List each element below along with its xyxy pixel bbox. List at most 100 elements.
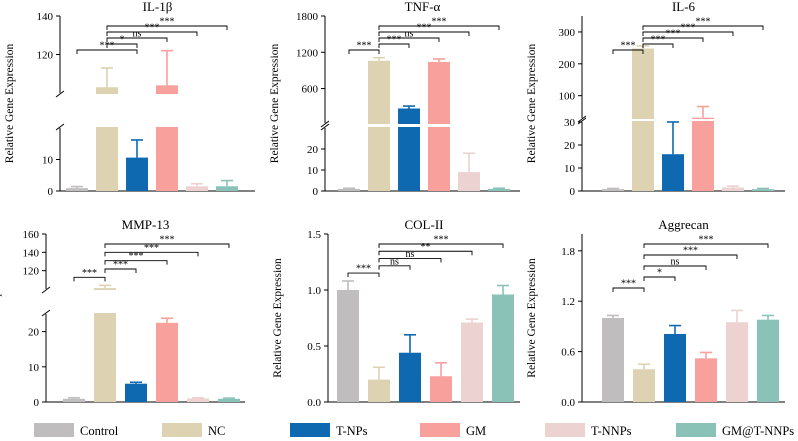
chart-title: TNF-α xyxy=(405,0,441,14)
significance-bracket: *** xyxy=(642,23,734,36)
significance-bracket: *** xyxy=(378,17,500,30)
significance-bracket: *** xyxy=(104,243,199,257)
bar xyxy=(63,398,85,402)
significance-label: ns xyxy=(133,29,142,40)
significance-label: *** xyxy=(82,268,97,279)
significance-label: *** xyxy=(387,35,402,46)
bracket-line xyxy=(612,49,644,54)
significance-bracket: *** xyxy=(106,23,198,36)
y-tick-label: 10 xyxy=(42,155,54,167)
significance-label: *** xyxy=(160,235,175,246)
axis-break-gap xyxy=(155,94,179,127)
significance-label: *** xyxy=(432,17,447,28)
significance-bracket: ns xyxy=(378,249,442,263)
chart-title: COL-II xyxy=(405,217,444,232)
significance-bracket: *** xyxy=(106,17,228,30)
y-tick-label: 600 xyxy=(302,84,319,96)
bracket-line xyxy=(378,265,411,270)
significance-bracket: *** xyxy=(642,29,704,42)
y-axis-label: Relative Gene Expression xyxy=(526,44,538,164)
chart-title: MMP-13 xyxy=(122,217,170,232)
bar xyxy=(722,187,744,191)
y-tick-label: 30 xyxy=(564,117,576,129)
bracket-line xyxy=(106,43,138,48)
significance-bracket: *** xyxy=(612,41,644,54)
y-tick-label: 20 xyxy=(564,140,576,152)
bracket-line xyxy=(347,272,380,278)
significance-bracket: *** xyxy=(378,35,410,48)
y-tick-label: 0 xyxy=(313,186,319,198)
legend-swatch xyxy=(676,423,716,437)
bar xyxy=(94,288,116,402)
significance-bracket: *** xyxy=(348,41,380,54)
significance-label: * xyxy=(657,268,662,279)
y-tick-label: 0 xyxy=(570,186,576,198)
chart-panel: COL-II Relative Gene Expression 0.0 0.5 1.0 1… xyxy=(272,217,520,409)
axis-break-mark xyxy=(320,123,330,131)
bracket-line xyxy=(643,243,769,248)
y-tick-label: 0.0 xyxy=(307,397,321,409)
y-axis-label: Relative Gene Expression xyxy=(526,258,538,378)
y-tick-label: 140 xyxy=(37,11,54,23)
y-tick-label: 1.8 xyxy=(561,246,575,258)
y-tick-label: 1.5 xyxy=(307,229,321,241)
bracket-line xyxy=(73,276,106,282)
bar xyxy=(726,322,748,402)
y-tick-label: 0.6 xyxy=(561,347,575,359)
bar xyxy=(662,154,684,191)
significance-bracket: *** xyxy=(643,235,769,248)
axis-break-mark xyxy=(41,309,51,317)
significance-label: *** xyxy=(160,17,175,28)
significance-label: *** xyxy=(434,235,449,246)
bracket-line xyxy=(378,243,504,248)
bracket-line xyxy=(378,37,440,42)
bar xyxy=(186,186,208,191)
significance-label: *** xyxy=(621,279,636,290)
axis-break-mark xyxy=(577,117,587,125)
y-tick-label: 160 xyxy=(23,229,40,241)
significance-label: *** xyxy=(651,35,666,46)
legend-label: Control xyxy=(80,424,119,438)
significance-bracket: * xyxy=(106,35,138,48)
axis-break-gap xyxy=(631,119,655,121)
significance-bracket: ns xyxy=(378,29,440,42)
significance-label: ns xyxy=(390,256,399,267)
significance-bracket: *** xyxy=(104,260,137,273)
axis-break-gap xyxy=(691,119,715,121)
bar xyxy=(368,379,390,402)
bracket-line xyxy=(106,31,198,36)
bar xyxy=(399,352,421,402)
y-tick-label: 1.2 xyxy=(561,296,575,308)
bracket-line xyxy=(106,25,228,30)
bar xyxy=(216,186,238,191)
bracket-line xyxy=(104,268,137,273)
significance-bracket: *** xyxy=(643,246,738,259)
bar xyxy=(398,108,420,191)
significance-bracket: *** xyxy=(347,264,380,278)
significance-bracket: *** xyxy=(104,235,230,248)
y-tick-label: 0.0 xyxy=(561,397,575,409)
bracket-line xyxy=(642,31,734,36)
bracket-line xyxy=(378,43,410,48)
legend-swatch xyxy=(420,423,460,437)
axis-break-mark xyxy=(41,286,51,294)
y-axis-label: Relative Gene Expression xyxy=(0,258,2,378)
bracket-line xyxy=(106,37,168,42)
y-tick-label: 20 xyxy=(28,327,40,339)
y-axis-label: Relative Gene Expression xyxy=(4,44,16,164)
bar xyxy=(664,333,686,402)
significance-label: *** xyxy=(357,41,372,52)
y-tick-label: 100 xyxy=(559,91,576,103)
axis-break-gap xyxy=(93,290,117,313)
bracket-line xyxy=(642,37,704,42)
significance-label: * xyxy=(120,35,125,46)
legend-item: T-NNPs xyxy=(545,423,632,438)
y-tick-label: 120 xyxy=(37,50,54,62)
legend-item: GM xyxy=(420,423,486,438)
significance-label: *** xyxy=(417,23,432,34)
chart-panel: MMP-13 Relative Gene Expression 0 10 20 120 14… xyxy=(0,217,245,409)
significance-label: ns xyxy=(405,29,414,40)
significance-bracket: * xyxy=(643,268,676,281)
